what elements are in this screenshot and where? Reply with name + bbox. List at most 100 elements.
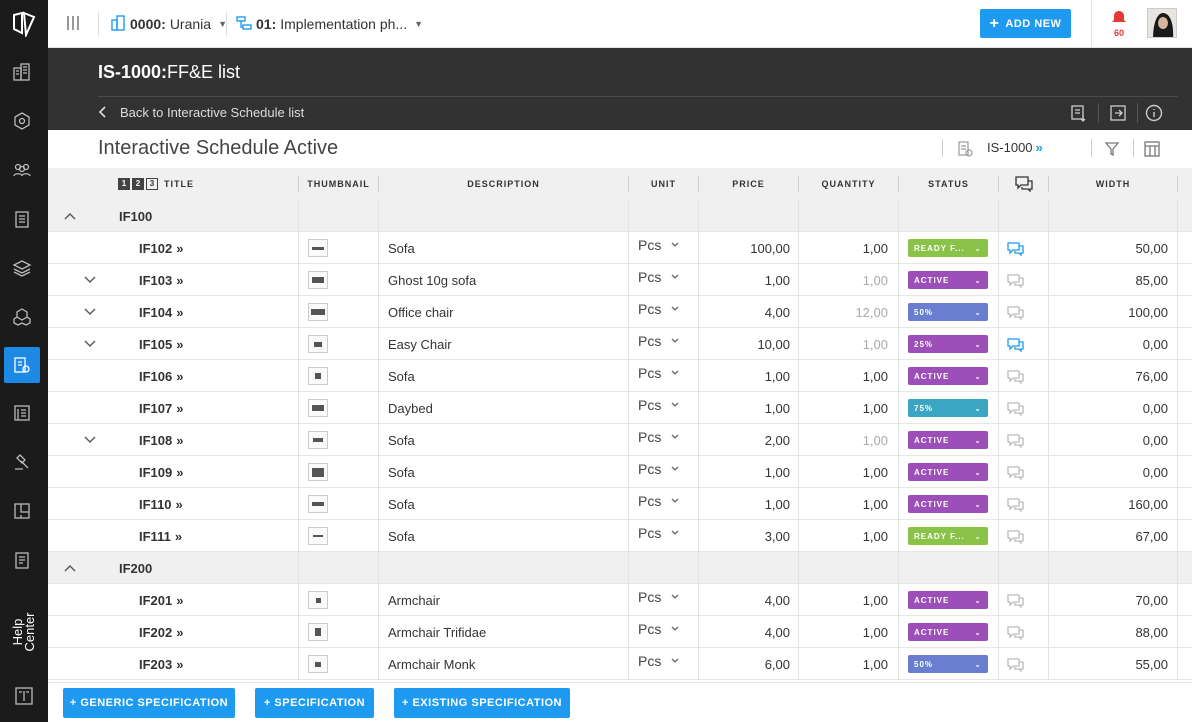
item-title-link[interactable]: IF202»	[139, 616, 183, 648]
item-title-link[interactable]: IF104»	[139, 296, 183, 328]
item-width[interactable]: 76,00	[1135, 368, 1168, 384]
item-thumbnail[interactable]	[308, 495, 328, 513]
schedule-icon[interactable]	[4, 347, 40, 383]
expand-chevron-down-icon[interactable]	[82, 336, 98, 352]
group-row[interactable]: IF100	[48, 200, 1192, 232]
menu-icon[interactable]	[64, 14, 82, 32]
table-row[interactable]: IF105» Easy Chair Pcs 10,00 1,00 25% ⌄ 0,00	[48, 328, 1192, 360]
item-price[interactable]: 100,00	[750, 240, 790, 256]
back-link[interactable]: Back to Interactive Schedule list	[98, 104, 304, 120]
table-row[interactable]: IF104» Office chair Pcs 4,00 12,00 50% ⌄ 100,00	[48, 296, 1192, 328]
item-thumbnail[interactable]	[308, 303, 328, 321]
item-width[interactable]: 67,00	[1135, 528, 1168, 544]
level-selector[interactable]: 1 2 3	[118, 178, 158, 190]
item-price[interactable]: 4,00	[764, 592, 790, 608]
item-title-link[interactable]: IF102»	[139, 232, 183, 264]
status-dropdown[interactable]: 75% ⌄	[908, 399, 988, 417]
column-title[interactable]: 1 2 3 TITLE	[118, 168, 298, 200]
book-icon[interactable]	[10, 682, 38, 710]
item-price[interactable]: 1,00	[764, 272, 790, 288]
report-icon[interactable]	[4, 542, 40, 578]
table-row[interactable]: IF102» Sofa Pcs 100,00 1,00 READY F... ⌄ 50,00	[48, 232, 1192, 264]
project-selector[interactable]: 0000: Urania ▼	[110, 14, 227, 34]
item-width[interactable]: 50,00	[1135, 240, 1168, 256]
comments-icon[interactable]	[1007, 264, 1025, 296]
unit-select[interactable]: Pcs	[638, 365, 679, 381]
column-status[interactable]: STATUS	[928, 179, 969, 189]
add-specification-button[interactable]: + SPECIFICATION	[255, 688, 374, 718]
item-width[interactable]: 55,00	[1135, 656, 1168, 672]
item-width[interactable]: 0,00	[1142, 464, 1168, 480]
team-icon[interactable]	[4, 152, 40, 188]
clipboard-icon[interactable]	[4, 201, 40, 237]
item-width[interactable]: 0,00	[1142, 400, 1168, 416]
avatar[interactable]	[1147, 8, 1177, 38]
item-title-link[interactable]: IF109»	[139, 456, 183, 488]
help-center-link[interactable]: Help Center	[8, 606, 40, 654]
comments-icon[interactable]	[1007, 392, 1025, 424]
info-icon[interactable]	[1144, 103, 1164, 123]
status-dropdown[interactable]: ACTIVE ⌄	[908, 431, 988, 449]
item-width[interactable]: 0,00	[1142, 336, 1168, 352]
item-thumbnail[interactable]	[308, 527, 328, 545]
item-price[interactable]: 1,00	[764, 464, 790, 480]
status-dropdown[interactable]: ACTIVE ⌄	[908, 623, 988, 641]
column-price[interactable]: PRICE	[732, 179, 765, 189]
item-quantity[interactable]: 1,00	[862, 400, 888, 416]
status-dropdown[interactable]: READY F... ⌄	[908, 239, 988, 257]
item-thumbnail[interactable]	[308, 463, 328, 481]
table-row[interactable]: IF201» Armchair Pcs 4,00 1,00 ACTIVE ⌄ 70,00	[48, 584, 1192, 616]
item-quantity[interactable]: 12,00	[855, 304, 888, 320]
collapse-chevron-up-icon[interactable]	[62, 560, 78, 576]
status-dropdown[interactable]: 25% ⌄	[908, 335, 988, 353]
item-thumbnail[interactable]	[308, 431, 328, 449]
item-quantity[interactable]: 1,00	[862, 528, 888, 544]
column-unit[interactable]: UNIT	[651, 179, 676, 189]
list-document-icon[interactable]	[4, 395, 40, 431]
unit-select[interactable]: Pcs	[638, 269, 679, 285]
table-row[interactable]: IF106» Sofa Pcs 1,00 1,00 ACTIVE ⌄ 76,00	[48, 360, 1192, 392]
boxes-icon[interactable]	[4, 299, 40, 335]
table-row[interactable]: IF203» Armchair Monk Pcs 6,00 1,00 50% ⌄ 55,00	[48, 648, 1192, 680]
unit-select[interactable]: Pcs	[638, 301, 679, 317]
table-row[interactable]: IF110» Sofa Pcs 1,00 1,00 ACTIVE ⌄ 160,00	[48, 488, 1192, 520]
column-comments[interactable]	[999, 168, 1048, 200]
item-width[interactable]: 0,00	[1142, 432, 1168, 448]
unit-select[interactable]: Pcs	[638, 429, 679, 445]
app-logo[interactable]	[0, 0, 48, 48]
item-quantity[interactable]: 1,00	[862, 624, 888, 640]
table-row[interactable]: IF103» Ghost 10g sofa Pcs 1,00 1,00 ACTIVE ⌄ 85…	[48, 264, 1192, 296]
item-quantity[interactable]: 1,00	[862, 464, 888, 480]
add-existing-specification-button[interactable]: + EXISTING SPECIFICATION	[394, 688, 570, 718]
unit-select[interactable]: Pcs	[638, 333, 679, 349]
expand-chevron-down-icon[interactable]	[82, 432, 98, 448]
table-row[interactable]: IF107» Daybed Pcs 1,00 1,00 75% ⌄ 0,00	[48, 392, 1192, 424]
schedule-doc-icon[interactable]	[955, 139, 975, 159]
item-title-link[interactable]: IF103»	[139, 264, 183, 296]
item-title-link[interactable]: IF111»	[139, 520, 182, 552]
item-quantity[interactable]: 1,00	[862, 496, 888, 512]
item-price[interactable]: 10,00	[757, 336, 790, 352]
comments-icon[interactable]	[1007, 520, 1025, 552]
filter-icon[interactable]	[1102, 139, 1122, 159]
column-thumbnail[interactable]: THUMBNAIL	[307, 179, 370, 189]
item-quantity[interactable]: 1,00	[862, 368, 888, 384]
item-title-link[interactable]: IF106»	[139, 360, 183, 392]
item-price[interactable]: 6,00	[764, 656, 790, 672]
item-price[interactable]: 2,00	[764, 432, 790, 448]
comments-icon[interactable]	[1007, 424, 1025, 456]
unit-select[interactable]: Pcs	[638, 621, 679, 637]
item-thumbnail[interactable]	[308, 335, 328, 353]
status-dropdown[interactable]: 50% ⌄	[908, 303, 988, 321]
item-quantity[interactable]: 1,00	[862, 240, 888, 256]
item-title-link[interactable]: IF203»	[139, 648, 183, 680]
item-title-link[interactable]: IF110»	[139, 488, 183, 520]
item-price[interactable]: 1,00	[764, 368, 790, 384]
add-generic-specification-button[interactable]: + GENERIC SPECIFICATION	[63, 688, 235, 718]
status-dropdown[interactable]: ACTIVE ⌄	[908, 495, 988, 513]
item-price[interactable]: 3,00	[764, 528, 790, 544]
item-thumbnail[interactable]	[308, 591, 328, 609]
item-width[interactable]: 88,00	[1135, 624, 1168, 640]
level-1-button[interactable]: 1	[118, 178, 130, 190]
floorplan-icon[interactable]	[4, 493, 40, 529]
